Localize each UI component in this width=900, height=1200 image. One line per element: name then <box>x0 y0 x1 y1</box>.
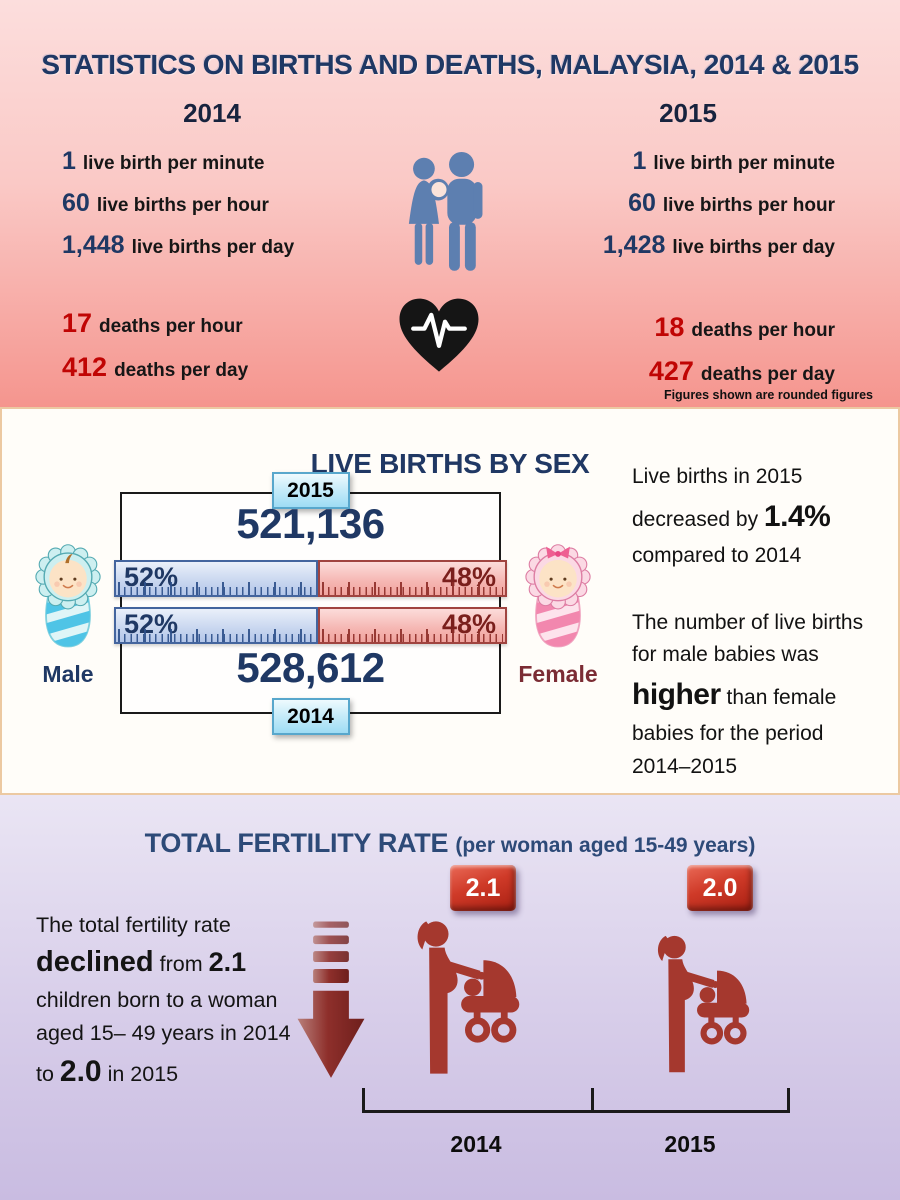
fertility-title-main: TOTAL FERTILITY RATE <box>144 827 456 858</box>
deaths-stats-2014: 17 deaths per hour 412 deaths per day <box>62 308 248 396</box>
note-text: compared to 2014 <box>632 544 802 568</box>
male-label: Male <box>42 661 94 687</box>
section-title: LIVE BIRTHS BY SEX <box>310 448 590 480</box>
births-stats-2015: 1 live birth per minute 60 live births p… <box>603 147 835 273</box>
fertility-title-paren: (per woman aged 15-49 years) <box>455 833 756 857</box>
section-live-births-by-sex: LIVE BIRTHS BY SEX <box>0 407 900 795</box>
stat-label: live birth per minute <box>82 153 265 174</box>
bar-2015: 52% 48% <box>114 560 507 597</box>
note-emphasis: higher <box>632 677 721 711</box>
total-2015: 521,136 <box>236 500 385 547</box>
stat-row: 60 live births per hour <box>62 189 294 218</box>
axis-tick <box>362 1088 365 1110</box>
fert-seg: from <box>153 951 209 976</box>
fert-value-2014: 2.1 <box>208 946 247 977</box>
bar-2015-female: 48% <box>318 560 507 597</box>
note-text: Live births in 2015 decreased by <box>632 465 803 531</box>
mother-stroller-icon-2014 <box>402 913 528 1083</box>
stat-value: 17 <box>62 308 93 338</box>
fert-seg: children born to a woman aged 15– 49 yea… <box>36 988 291 1086</box>
note-text: than female babies for the period 2014–2… <box>632 685 837 778</box>
note-emphasis: 1.4% <box>763 499 831 533</box>
stat-label: live births per hour <box>662 195 835 216</box>
female-label: Female <box>518 661 598 687</box>
note-higher: The number of live births for male babie… <box>632 607 886 784</box>
axis-tick <box>787 1088 790 1110</box>
year-header-2014: 2014 <box>183 98 241 128</box>
family-icon <box>398 142 490 284</box>
heartbeat-icon <box>396 296 482 375</box>
stat-value: 412 <box>62 352 108 382</box>
fert-seg: in 2015 <box>101 1061 179 1086</box>
stat-row: 1,448 live births per day <box>62 231 294 260</box>
stat-row: 427 deaths per day <box>649 356 835 387</box>
stat-row: 60 live births per hour <box>603 189 835 218</box>
ruler-ticks <box>118 629 315 642</box>
stat-label: live births per hour <box>96 195 269 216</box>
births-by-sex-chart: 2015 521,136 52% 48% 52% 48% <box>114 472 507 735</box>
fertility-text: The total fertility rate declined from 2… <box>36 909 304 1094</box>
note-text: The number of live births for male babie… <box>632 610 864 667</box>
year-tag-2015: 2015 <box>271 472 350 509</box>
fertility-axis <box>362 1088 790 1113</box>
page-title: STATISTICS ON BIRTHS AND DEATHS, MALAYSI… <box>41 48 859 80</box>
ruler-ticks <box>118 582 315 595</box>
stat-row: 412 deaths per day <box>62 352 248 383</box>
stat-label: deaths per hour <box>691 320 835 341</box>
stat-label: deaths per day <box>114 360 249 381</box>
section-births-deaths: STATISTICS ON BIRTHS AND DEATHS, MALAYSI… <box>0 0 900 407</box>
stat-value: 427 <box>648 356 694 386</box>
note-decrease: Live births in 2015 decreased by 1.4% co… <box>632 461 886 573</box>
stat-row: 1 live birth per minute <box>62 147 294 176</box>
stat-row: 18 deaths per hour <box>649 312 835 343</box>
year-header-2015: 2015 <box>659 98 717 128</box>
tfr-badge-2014: 2.1 <box>450 865 516 911</box>
mother-stroller-icon-2015 <box>644 928 757 1081</box>
ruler-ticks <box>322 629 503 642</box>
births-stats-2014: 1 live birth per minute 60 live births p… <box>62 147 294 273</box>
male-baby-icon <box>24 535 112 659</box>
axis-tick <box>590 1088 594 1110</box>
axis-label-2014: 2014 <box>450 1131 502 1157</box>
fert-seg: The total fertility rate <box>36 912 231 937</box>
bar-2014: 52% 48% <box>114 607 507 644</box>
bar-2014-female: 48% <box>318 607 507 644</box>
total-2014: 528,612 <box>236 644 385 691</box>
stat-label: live births per day <box>131 237 295 258</box>
deaths-stats-2015: 18 deaths per hour 427 deaths per day <box>649 312 835 400</box>
bar-2015-male: 52% <box>114 560 319 597</box>
stat-value: 18 <box>654 312 685 342</box>
notes-column: Live births in 2015 decreased by 1.4% co… <box>632 461 886 817</box>
stat-value: 60 <box>628 189 656 217</box>
fert-value-2015: 2.0 <box>59 1054 102 1088</box>
axis-label-2015: 2015 <box>664 1131 716 1157</box>
year-tag-2014: 2014 <box>271 698 350 735</box>
down-arrow-icon <box>296 898 366 1110</box>
section-fertility-rate: TOTAL FERTILITY RATE (per woman aged 15-… <box>0 795 900 1200</box>
fertility-title: TOTAL FERTILITY RATE (per woman aged 15-… <box>0 828 900 859</box>
stat-row: 1 live birth per minute <box>603 147 836 176</box>
stat-value: 1,448 <box>62 231 125 259</box>
stat-label: deaths per day <box>700 364 835 385</box>
stat-row: 17 deaths per hour <box>62 308 248 339</box>
footnote: Figures shown are rounded figures <box>663 388 873 402</box>
stat-value: 1 <box>632 147 647 175</box>
stat-value: 1 <box>62 147 76 175</box>
stat-label: deaths per hour <box>99 316 243 337</box>
bar-2014-male: 52% <box>114 607 319 644</box>
stat-label: live birth per minute <box>653 153 835 174</box>
tfr-badge-2015: 2.0 <box>687 865 753 911</box>
stat-label: live births per day <box>672 237 835 258</box>
female-baby-icon <box>514 535 602 659</box>
ruler-ticks <box>322 582 503 595</box>
stat-row: 1,428 live births per day <box>603 231 835 260</box>
stat-value: 60 <box>62 189 90 217</box>
fert-emphasis: declined <box>36 945 154 978</box>
stat-value: 1,428 <box>602 231 666 259</box>
